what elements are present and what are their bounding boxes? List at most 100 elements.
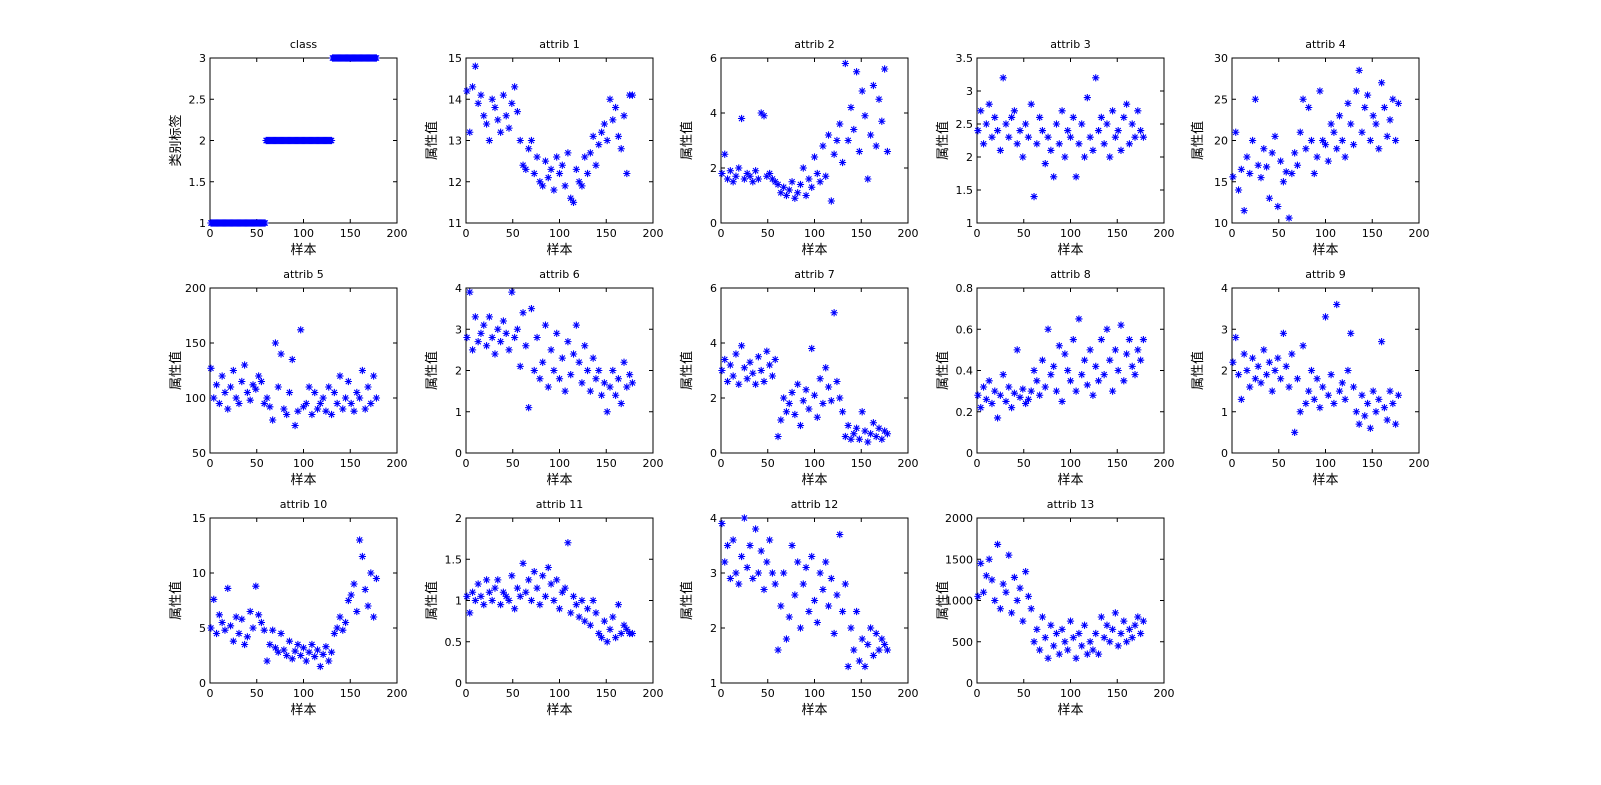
- data-point: [558, 588, 566, 596]
- data-point: [1262, 163, 1271, 171]
- x-tick-label: 150: [1107, 687, 1128, 700]
- data-point: [1341, 395, 1349, 403]
- data-point: [1131, 133, 1139, 141]
- data-point: [592, 609, 600, 617]
- data-point: [1022, 399, 1030, 408]
- data-point: [824, 131, 833, 139]
- data-series: [207, 54, 381, 227]
- data-point: [488, 95, 496, 103]
- data-point: [1139, 617, 1148, 625]
- y-tick-label: 15: [1214, 176, 1228, 189]
- data-point: [614, 132, 623, 140]
- y-tick-label: 4: [710, 107, 717, 120]
- data-point: [527, 305, 536, 313]
- data-point: [277, 629, 285, 638]
- data-point: [494, 116, 502, 124]
- data-point: [810, 391, 819, 399]
- y-tick-label: 150: [185, 337, 206, 350]
- data-point: [1038, 613, 1047, 621]
- data-point: [308, 410, 316, 419]
- data-point: [822, 364, 830, 372]
- data-point: [1229, 358, 1237, 366]
- data-point: [869, 81, 878, 90]
- data-point: [569, 350, 578, 358]
- data-point: [547, 580, 555, 588]
- data-point: [1114, 127, 1122, 135]
- data-point: [881, 427, 889, 435]
- data-point: [626, 371, 634, 379]
- data-point: [763, 347, 771, 355]
- data-point: [827, 397, 835, 405]
- y-tick-label: 3: [199, 52, 206, 65]
- data-point: [628, 91, 637, 99]
- data-point: [567, 371, 575, 379]
- data-point: [757, 109, 765, 117]
- data-point: [1327, 371, 1335, 379]
- data-point: [502, 112, 510, 120]
- data-point: [1080, 153, 1089, 161]
- data-point: [499, 588, 507, 596]
- data-point: [1013, 140, 1021, 148]
- data-point: [760, 585, 768, 594]
- data-point: [1036, 391, 1044, 399]
- data-point: [541, 592, 550, 600]
- y-tick-label: 0: [199, 677, 206, 690]
- y-tick-label: 4: [1221, 282, 1228, 295]
- data-point: [1078, 642, 1086, 650]
- data-point: [1058, 107, 1066, 115]
- data-point: [1358, 128, 1366, 136]
- data-point: [1386, 116, 1394, 124]
- data-point: [350, 407, 358, 415]
- data-point: [1078, 120, 1086, 128]
- data-point: [539, 182, 547, 190]
- data-point: [1123, 638, 1131, 646]
- data-point: [743, 375, 751, 383]
- data-series: [718, 309, 892, 446]
- data-point: [988, 399, 996, 408]
- y-axis-label: 属性值: [935, 121, 951, 160]
- data-point: [550, 186, 558, 194]
- data-point: [974, 391, 982, 399]
- data-point: [266, 403, 274, 411]
- y-tick-label: 6: [710, 282, 717, 295]
- subplot-attrib-2: attrib 2 0 50 100 150 200 0 2 4 6 样本 属性值: [679, 38, 919, 258]
- data-point: [1265, 358, 1273, 366]
- data-point: [1106, 638, 1114, 646]
- data-point: [628, 379, 637, 387]
- x-tick-label: 100: [804, 227, 825, 240]
- data-point: [735, 580, 743, 588]
- y-tick-label: 2000: [945, 512, 973, 525]
- y-tick-label: 3: [966, 85, 973, 98]
- y-tick-label: 20: [1214, 135, 1228, 148]
- data-point: [1243, 153, 1251, 161]
- subplot-attrib-1: attrib 1 0 50 100 150 200 11 12 13 14 15 样本 属性值: [424, 38, 664, 258]
- data-point: [330, 629, 338, 638]
- data-point: [1010, 107, 1018, 115]
- data-point: [589, 596, 597, 605]
- data-point: [367, 569, 375, 577]
- data-point: [1100, 371, 1108, 379]
- data-point: [1066, 377, 1075, 385]
- subplot-title: attrib 9: [1305, 268, 1345, 281]
- y-tick-label: 6: [710, 52, 717, 65]
- data-point: [805, 607, 813, 616]
- x-tick-label: 200: [387, 687, 408, 700]
- data-point: [564, 338, 572, 346]
- axes-box: [976, 517, 1165, 684]
- data-point: [1010, 389, 1018, 397]
- x-tick-label: 200: [1409, 227, 1430, 240]
- data-point: [612, 634, 620, 642]
- y-axis-label: 类别标签: [168, 114, 184, 166]
- data-point: [760, 112, 768, 120]
- data-point: [1277, 157, 1285, 165]
- data-point: [271, 644, 280, 652]
- data-point: [502, 592, 510, 600]
- data-point: [578, 379, 586, 387]
- data-point: [600, 120, 608, 128]
- data-point: [249, 381, 257, 389]
- data-point: [468, 588, 477, 596]
- data-point: [283, 410, 291, 419]
- data-point: [1254, 362, 1262, 370]
- data-point: [810, 153, 819, 161]
- data-point: [257, 618, 266, 627]
